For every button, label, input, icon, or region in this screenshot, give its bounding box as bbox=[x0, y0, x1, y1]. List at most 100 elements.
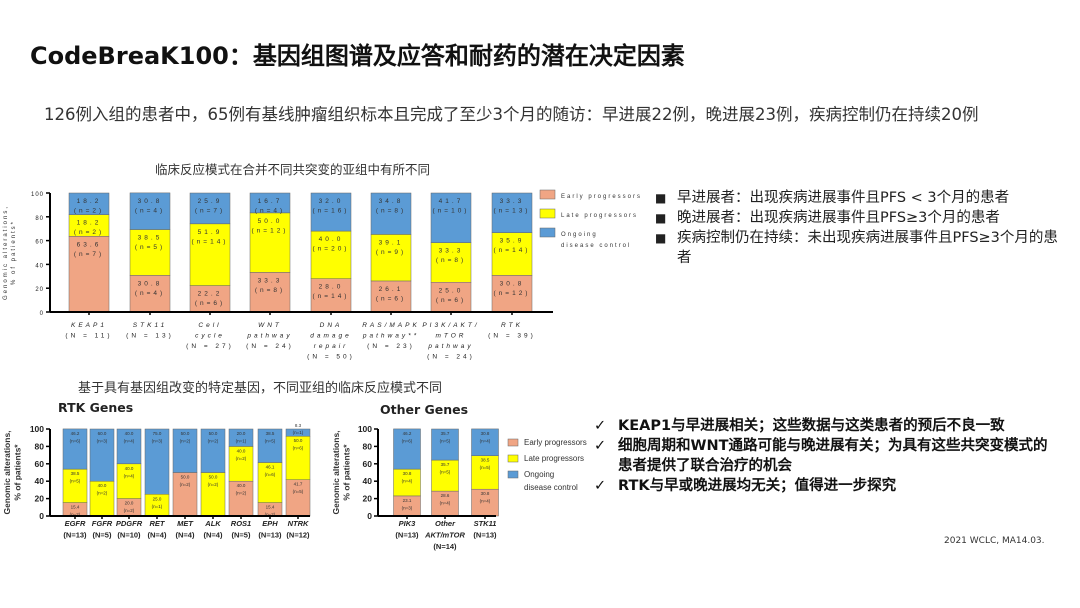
x-tick-label: RET bbox=[150, 519, 166, 528]
y-tick-label: 60 bbox=[363, 459, 373, 469]
count-label: (n=4) bbox=[255, 208, 285, 215]
data-label: 26.1 bbox=[379, 286, 404, 293]
count-label: (n=8) bbox=[255, 287, 285, 294]
data-label: 38.5 bbox=[138, 235, 163, 242]
count-label: (n=2) bbox=[124, 508, 135, 513]
x-tick-label: (N = 50) bbox=[307, 354, 355, 361]
y-tick-label: 40 bbox=[363, 476, 373, 486]
chart-other-genes: 23.1 (n=3) 30.8 (n=4) 46.2 (n=6) PIK3 (N=13) 28.… bbox=[332, 424, 587, 551]
legend-label: disease control bbox=[561, 243, 631, 249]
bar-segment bbox=[393, 428, 421, 470]
bar-segment bbox=[228, 428, 254, 447]
data-label: 50.0 bbox=[258, 218, 283, 225]
count-label: (n=2) bbox=[97, 491, 108, 496]
bar-segment bbox=[129, 229, 171, 276]
y-tick-label: 20 bbox=[35, 494, 45, 504]
x-tick-label: (N=14) bbox=[433, 542, 457, 551]
count-label: (n=7) bbox=[74, 251, 104, 258]
count-label: (n=4) bbox=[124, 439, 135, 444]
x-tick-label: (N = 11) bbox=[65, 333, 112, 340]
y-tick-label: 80 bbox=[363, 441, 373, 451]
count-label: (n=6) bbox=[70, 438, 81, 443]
count-label: (n=6) bbox=[376, 295, 406, 302]
data-label: 50.0 bbox=[181, 475, 190, 480]
data-label: 35.9 bbox=[500, 238, 525, 245]
count-label: (n=4) bbox=[402, 479, 413, 484]
data-label: 40.0 bbox=[125, 431, 134, 436]
bar-segment bbox=[68, 236, 110, 313]
data-label: 25.9 bbox=[198, 198, 223, 205]
y-tick-label: 20 bbox=[35, 287, 44, 293]
x-tick-label: (N=5) bbox=[232, 531, 251, 540]
count-label: (n=5) bbox=[293, 489, 304, 494]
section2-title: 基于具有基因组改变的特定基因，不同亚组的临床反应模式不同 bbox=[78, 381, 443, 396]
count-label: (n=6) bbox=[265, 472, 276, 477]
bar-segment bbox=[189, 285, 231, 313]
data-label: 20.0 bbox=[237, 431, 246, 436]
bar-segment bbox=[370, 234, 412, 282]
data-label: 32.0 bbox=[319, 198, 344, 205]
y-tick-label: 100 bbox=[31, 192, 44, 198]
bar-segment bbox=[68, 192, 110, 215]
bar-segment bbox=[491, 192, 533, 233]
count-label: (n=2) bbox=[265, 512, 276, 517]
x-tick-label: Cell bbox=[198, 322, 221, 329]
x-tick-label: PDGFR bbox=[116, 519, 143, 528]
data-label: 35.7 bbox=[441, 431, 450, 436]
count-label: (n=6) bbox=[402, 438, 413, 443]
legend-swatch bbox=[539, 208, 556, 219]
x-tick-label: FGFR bbox=[92, 519, 113, 528]
legend-label: Late progressors bbox=[524, 454, 584, 463]
count-label: (n=14) bbox=[494, 247, 531, 254]
y-tick-label: 40 bbox=[35, 263, 44, 269]
data-label: 20.0 bbox=[125, 501, 134, 506]
x-tick-label: (N=4) bbox=[176, 531, 195, 540]
data-label: 30.8 bbox=[481, 431, 490, 436]
count-label: (n=14) bbox=[313, 293, 350, 300]
data-label: 25.0 bbox=[439, 287, 464, 294]
data-label: 46.2 bbox=[71, 431, 80, 436]
x-tick-label: (N=5) bbox=[93, 531, 112, 540]
data-label: 18.2 bbox=[77, 220, 102, 227]
y-axis-label: Genomic alterations, bbox=[3, 205, 9, 300]
count-label: (n=5) bbox=[440, 470, 451, 475]
data-label: 15.4 bbox=[71, 505, 80, 510]
y-axis-label: % of patients* bbox=[11, 220, 17, 285]
y-axis-label: Genomic alterations, bbox=[2, 430, 12, 514]
data-label: 38.5 bbox=[266, 431, 275, 436]
bar-segment bbox=[129, 275, 171, 313]
data-label: 40.0 bbox=[237, 448, 246, 453]
bar-segment bbox=[431, 490, 459, 517]
x-tick-label: ROS1 bbox=[231, 519, 251, 528]
x-tick-label: MET bbox=[177, 519, 194, 528]
bar-segment bbox=[310, 230, 352, 279]
legend-label: Ongoing bbox=[561, 232, 598, 238]
x-tick-label: EPH bbox=[262, 519, 278, 528]
data-label: 18.2 bbox=[77, 198, 102, 205]
y-tick-label: 60 bbox=[35, 240, 44, 246]
data-label: 60.0 bbox=[98, 431, 107, 436]
y-tick-label: 80 bbox=[35, 216, 44, 222]
count-label: (n=6) bbox=[195, 300, 225, 307]
bar-segment bbox=[431, 428, 459, 461]
count-label: (n=5) bbox=[265, 439, 276, 444]
data-label: 28.6 bbox=[441, 493, 450, 498]
conclusion-item: KEAP1与早进展相关；这些数据与这类患者的预后不良一致 bbox=[592, 416, 1062, 436]
data-label: 41.7 bbox=[294, 482, 303, 487]
count-label: (n=1) bbox=[152, 504, 163, 509]
legend-label: disease control bbox=[524, 483, 578, 492]
data-label: 39.1 bbox=[379, 239, 404, 246]
data-label: 33.3 bbox=[439, 248, 464, 255]
count-label: (n=3) bbox=[402, 505, 413, 510]
count-label: (n=10) bbox=[433, 208, 470, 215]
data-label: 33.3 bbox=[258, 277, 283, 284]
data-label: 30.8 bbox=[500, 280, 525, 287]
legend-swatch bbox=[507, 454, 519, 463]
chart3-title: Other Genes bbox=[380, 402, 469, 417]
data-label: 46.1 bbox=[266, 464, 275, 469]
count-label: (n=2) bbox=[236, 491, 247, 496]
conclusion-item: RTK与早或晚进展均无关；值得进一步探究 bbox=[592, 476, 1062, 496]
data-label: 23.1 bbox=[403, 498, 412, 503]
count-label: (n=5) bbox=[440, 439, 451, 444]
count-label: (n=5) bbox=[135, 244, 165, 251]
